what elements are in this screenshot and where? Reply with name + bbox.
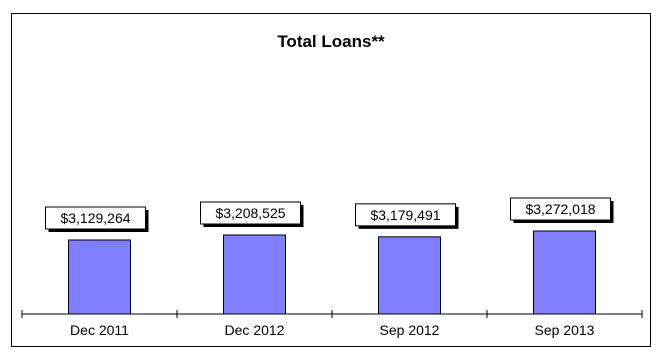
x-tick-label: Sep 2012 <box>380 322 440 338</box>
x-tick-label: Dec 2011 <box>70 322 129 338</box>
bar <box>223 234 286 315</box>
x-tick-label: Dec 2012 <box>225 322 285 338</box>
data-label-box <box>45 206 146 230</box>
data-label: $3,208,525 <box>215 205 285 221</box>
data-label-box <box>355 203 456 227</box>
x-tick-label: Sep 2013 <box>535 322 595 338</box>
bar <box>533 230 596 315</box>
data-label: $3,272,018 <box>525 201 595 217</box>
bar <box>378 236 441 315</box>
data-label: $3,179,491 <box>370 207 440 223</box>
bar <box>68 239 131 315</box>
data-label-box <box>200 201 301 225</box>
data-label: $3,129,264 <box>60 210 130 226</box>
chart-title: Total Loans** <box>277 32 385 51</box>
data-label-box <box>510 197 611 221</box>
